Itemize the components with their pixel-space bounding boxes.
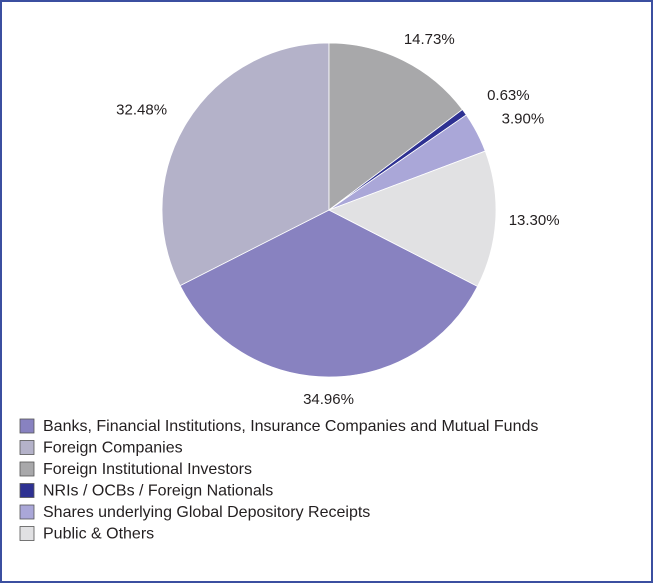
legend-swatch bbox=[19, 504, 35, 520]
data-label: 32.48% bbox=[116, 102, 167, 119]
pie-slice bbox=[328, 150, 497, 287]
legend-swatch bbox=[19, 440, 35, 455]
legend-label: Public & Others bbox=[43, 526, 154, 543]
legend-label: Shares underlying Global Depository Rece… bbox=[43, 504, 370, 521]
data-label: 3.90% bbox=[502, 110, 545, 127]
legend-swatch bbox=[19, 461, 35, 477]
data-label: 0.63% bbox=[487, 87, 530, 104]
data-label: 14.73% bbox=[404, 31, 455, 48]
legend-swatch bbox=[19, 526, 35, 541]
legend-label: NRIs / OCBs / Foreign Nationals bbox=[43, 483, 273, 500]
legend-label: Foreign Companies bbox=[43, 440, 183, 457]
legend-swatch bbox=[19, 483, 35, 498]
legend-swatch bbox=[19, 418, 35, 434]
pie-slice bbox=[161, 42, 330, 287]
legend-label: Banks, Financial Institutions, Insurance… bbox=[43, 418, 538, 435]
pie-slice bbox=[179, 209, 479, 378]
data-label: 13.30% bbox=[509, 212, 560, 229]
legend-label: Foreign Institutional Investors bbox=[43, 461, 252, 478]
pie-slice bbox=[328, 42, 463, 211]
data-label: 34.96% bbox=[303, 391, 354, 408]
